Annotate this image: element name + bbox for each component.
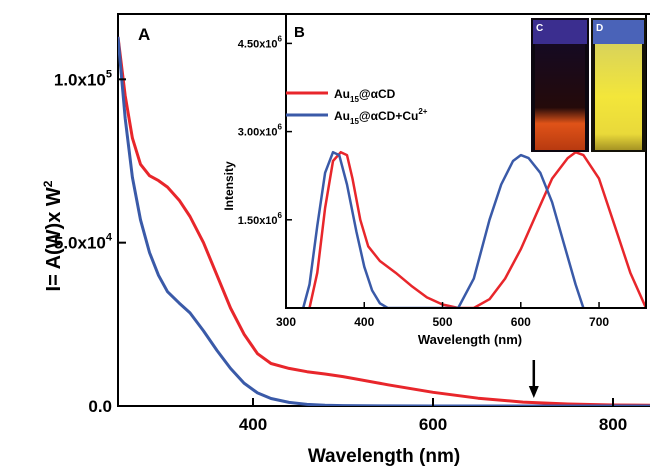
photo-d: D [591, 18, 646, 152]
main-y-axis-label: I= A(W)x W2 [41, 180, 65, 291]
photo-c-vial [535, 44, 585, 150]
main-x-ticks: 400 600 800 [239, 398, 627, 434]
main-y-axis-label-sup: 2 [41, 180, 55, 187]
main-x-axis-label: Wavelength (nm) [308, 446, 460, 467]
inset-plot-frame [285, 13, 647, 309]
photo-d-cap [593, 20, 644, 44]
main-y-tick-label-0: 0.0 [88, 397, 112, 416]
inset-y-axis-label: Intensity [222, 161, 236, 211]
photo-d-vial [595, 44, 642, 150]
arrow-head [528, 386, 539, 398]
inset-x-tick-label-1: 400 [354, 315, 374, 329]
photo-d-label: D [596, 23, 603, 34]
wavelength-marker-arrow [528, 360, 539, 398]
photo-c: C [531, 18, 589, 152]
inset-series-line-1 [301, 150, 585, 308]
inset-series-group [301, 150, 646, 308]
main-x-tick-label-2: 800 [599, 415, 627, 434]
legend-label-1: Au15@αCD+Cu2+ [334, 107, 428, 126]
inset-y-tick-label-1: 3.00x106 [238, 123, 283, 139]
main-y-tick-label-2: 1.0x105 [54, 68, 112, 89]
panel-label-b: B [294, 24, 305, 41]
main-x-tick-label-0: 400 [239, 415, 267, 434]
main-series-line-1 [118, 36, 650, 406]
inset-x-tick-label-2: 500 [433, 315, 453, 329]
inset-y-ticks: 1.50x106 3.00x106 4.50x106 [238, 34, 292, 227]
main-y-ticks: 0.0 5.0x104 1.0x105 [54, 68, 126, 416]
inset-x-tick-label-3: 600 [511, 315, 531, 329]
panel-label-a: A [138, 25, 150, 44]
inset-legend: Au15@αCD Au15@αCD+Cu2+ [286, 87, 428, 126]
inset-x-tick-label-4: 700 [589, 315, 609, 329]
main-y-axis-label-text: I= A(W)x W [43, 187, 65, 291]
inset-x-ticks: 300 400 500 600 700 [276, 302, 609, 329]
inset-y-tick-label-2: 4.50x106 [238, 34, 283, 50]
main-y-tick-label-1: 5.0x104 [54, 232, 113, 253]
main-x-tick-label-1: 600 [419, 415, 447, 434]
photo-c-cap [533, 20, 587, 44]
inset-x-axis-label: Wavelength (nm) [418, 332, 522, 347]
main-series-line-0 [118, 36, 650, 406]
inset-x-tick-label-0: 300 [276, 315, 296, 329]
inset-series-line-0 [308, 150, 646, 308]
main-series-group [118, 36, 650, 406]
photo-c-label: C [536, 23, 543, 34]
legend-label-0: Au15@αCD [334, 87, 396, 104]
inset-y-tick-label-0: 1.50x106 [238, 211, 283, 227]
